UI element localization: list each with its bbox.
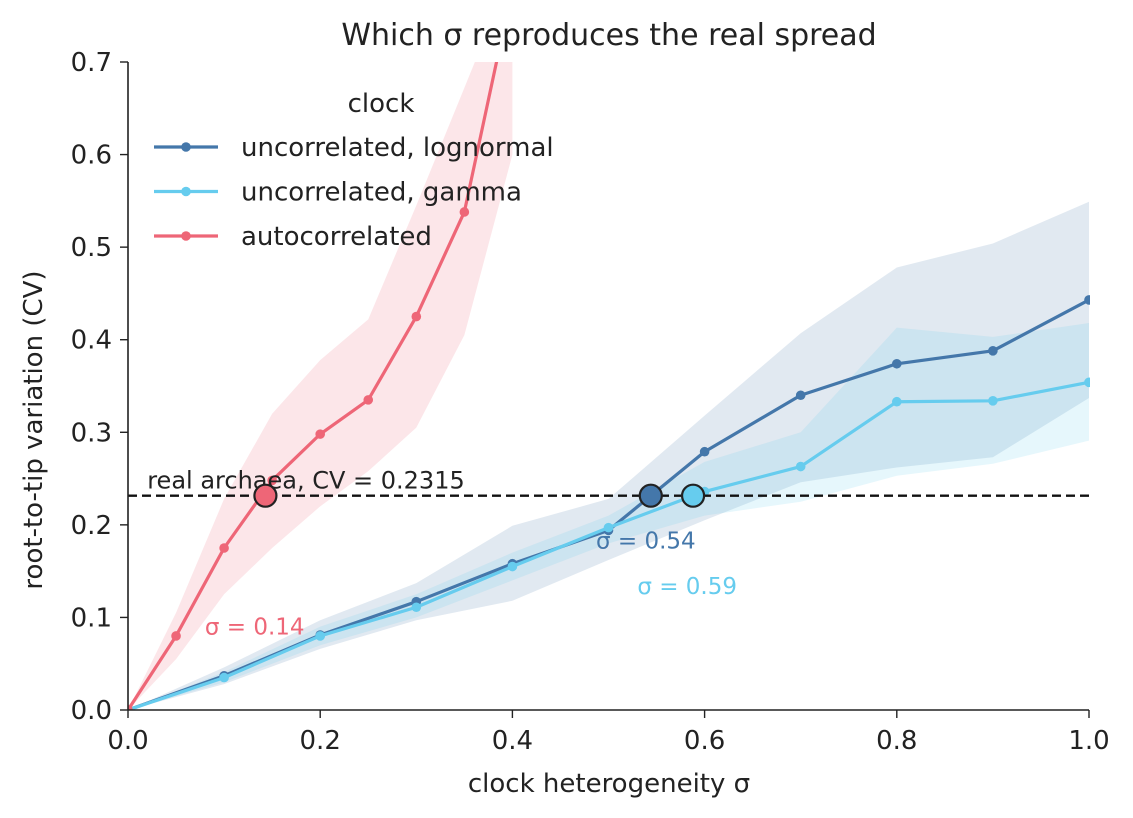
point-uncorrelated-lognormal	[1084, 295, 1090, 305]
point-uncorrelated-gamma	[315, 631, 326, 641]
legend-entry-label: uncorrelated, lognormal	[241, 133, 554, 163]
band-uncorrelated-gamma	[128, 323, 1089, 710]
point-uncorrelated-gamma	[892, 396, 902, 407]
point-uncorrelated-lognormal	[988, 346, 998, 356]
point-uncorrelated-lognormal	[699, 446, 710, 457]
point-uncorrelated-gamma	[603, 522, 614, 533]
x-tick-label: 0.4	[492, 726, 533, 756]
point-autocorrelated	[411, 311, 422, 322]
crossing-marker-autocorrelated	[253, 483, 278, 508]
x-tick-label: 0.2	[300, 726, 341, 756]
point-uncorrelated-gamma	[795, 461, 806, 472]
legend-entry-label: autocorrelated	[241, 222, 432, 252]
point-autocorrelated	[128, 705, 133, 710]
point-uncorrelated-gamma	[411, 602, 422, 613]
legend-swatch-point	[181, 231, 191, 241]
series-lines	[128, 62, 1090, 710]
y-tick-label: 0.4	[71, 326, 112, 356]
x-axis-label: clock heterogeneity σ	[468, 769, 750, 799]
point-autocorrelated	[267, 475, 277, 486]
crossing-label-autocorrelated: σ = 0.14	[205, 615, 305, 641]
crossing-marker-uncorrelated-lognormal	[638, 483, 663, 508]
y-tick-label: 0.5	[71, 233, 112, 263]
axes: 0.0 0.2 0.4 0.6 0.8 1.0 0.0 0.1 0.2 0.3 0.4 0.5 0.6 0…	[71, 48, 1110, 756]
y-axis-label: root-to-tip variation (CV)	[19, 270, 49, 589]
legend: clock uncorrelated, lognormal uncorrelated…	[154, 89, 554, 252]
reference-line-label: real archaea, CV = 0.2315	[147, 467, 465, 495]
point-uncorrelated-lognormal	[795, 390, 806, 401]
crossing-label-uncorrelated-gamma: σ = 0.59	[637, 574, 737, 600]
point-uncorrelated-gamma	[219, 672, 229, 683]
x-tick-label: 0.6	[684, 726, 725, 756]
y-tick-label: 0.0	[71, 696, 112, 726]
x-tick-label: 0.0	[107, 726, 148, 756]
point-autocorrelated	[219, 543, 229, 553]
legend-swatch-point	[181, 186, 191, 197]
y-tick-label: 0.1	[71, 603, 112, 633]
point-uncorrelated-gamma	[1084, 377, 1090, 388]
band-uncorrelated-lognormal	[128, 201, 1089, 710]
confidence-bands	[128, 62, 1089, 710]
x-tick-label: 0.8	[876, 726, 917, 756]
point-autocorrelated	[363, 395, 374, 405]
y-tick-label: 0.3	[71, 418, 112, 448]
y-tick-label: 0.6	[71, 141, 112, 171]
point-uncorrelated-gamma	[988, 396, 998, 406]
legend-title: clock	[348, 89, 415, 119]
y-tick-label: 0.2	[71, 511, 112, 541]
point-uncorrelated-lognormal	[892, 358, 902, 369]
crossing-marker-uncorrelated-gamma	[680, 483, 706, 508]
y-tick-label: 0.7	[71, 48, 112, 78]
x-tick-label: 1.0	[1068, 726, 1109, 756]
point-autocorrelated	[171, 631, 181, 641]
legend-swatch-point	[181, 142, 191, 152]
reference-line-group: real archaea, CV = 0.2315	[128, 467, 1089, 497]
crossing-markers: σ = 0.14 σ = 0.54 σ = 0.59	[205, 483, 737, 641]
crossing-label-uncorrelated-lognormal: σ = 0.54	[596, 529, 696, 555]
point-uncorrelated-gamma	[507, 561, 518, 572]
legend-entry-label: uncorrelated, gamma	[241, 178, 522, 208]
point-autocorrelated	[315, 429, 326, 439]
point-autocorrelated	[459, 207, 470, 217]
chart-title: Which σ reproduces the real spread	[341, 18, 876, 53]
